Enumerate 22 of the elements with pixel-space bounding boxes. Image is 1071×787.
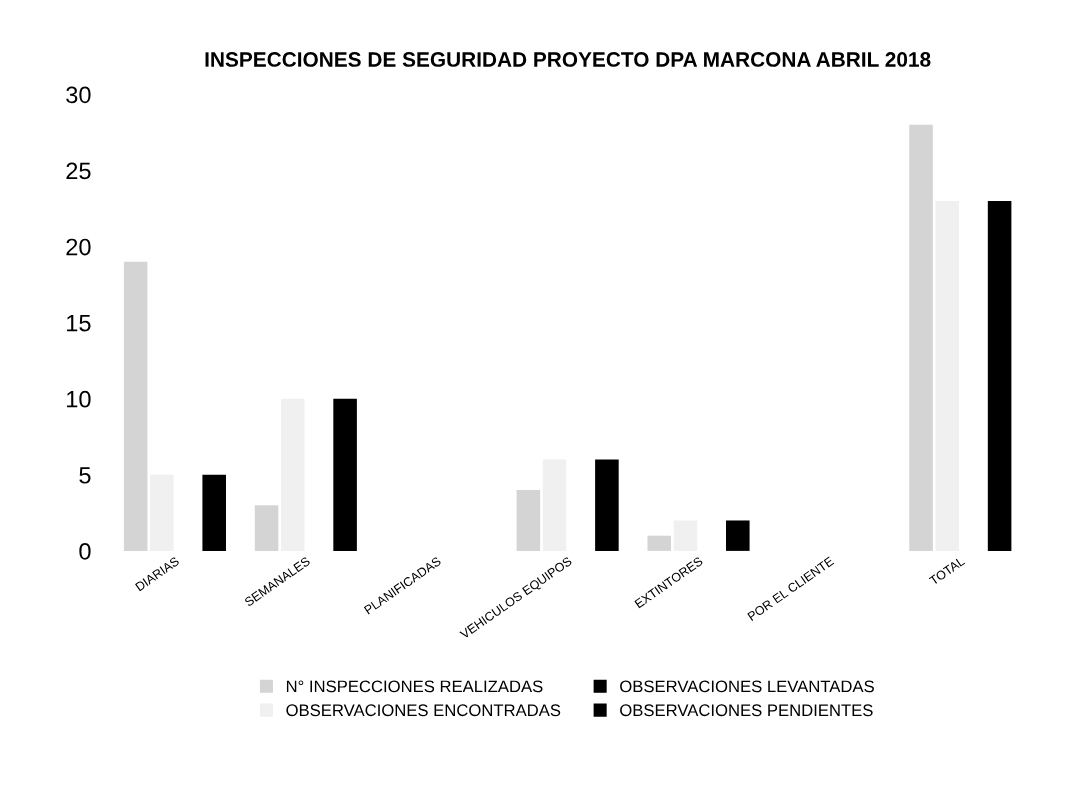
bar <box>987 200 1012 551</box>
y-tick-label: 20 <box>66 238 91 256</box>
legend-label: OBSERVACIONES LEVANTADAS <box>620 680 874 693</box>
y-tick-label: 15 <box>67 314 91 332</box>
y-tick-label: 10 <box>67 390 91 408</box>
y-tick-label: 30 <box>66 86 91 104</box>
bar <box>123 261 148 551</box>
legend-label: N° INSPECCIONES REALIZADAS <box>286 680 543 693</box>
bar <box>254 505 279 551</box>
bar <box>333 398 357 551</box>
chart-title: INSPECCIONES DE SEGURIDAD PROYECTO DPA MARCONA ABRIL 2018 <box>205 52 931 67</box>
y-tick-label: 25 <box>66 162 91 180</box>
legend-label: OBSERVACIONES PENDIENTES <box>620 704 873 717</box>
y-tick-label: 5 <box>79 467 91 484</box>
bar <box>647 535 672 551</box>
legend-label: OBSERVACIONES ENCONTRADAS <box>286 704 561 717</box>
y-tick-label: 0 <box>79 542 91 560</box>
bar <box>516 490 541 551</box>
bar <box>909 124 933 551</box>
bar <box>595 459 619 551</box>
bar <box>202 474 226 551</box>
bar <box>726 520 750 551</box>
